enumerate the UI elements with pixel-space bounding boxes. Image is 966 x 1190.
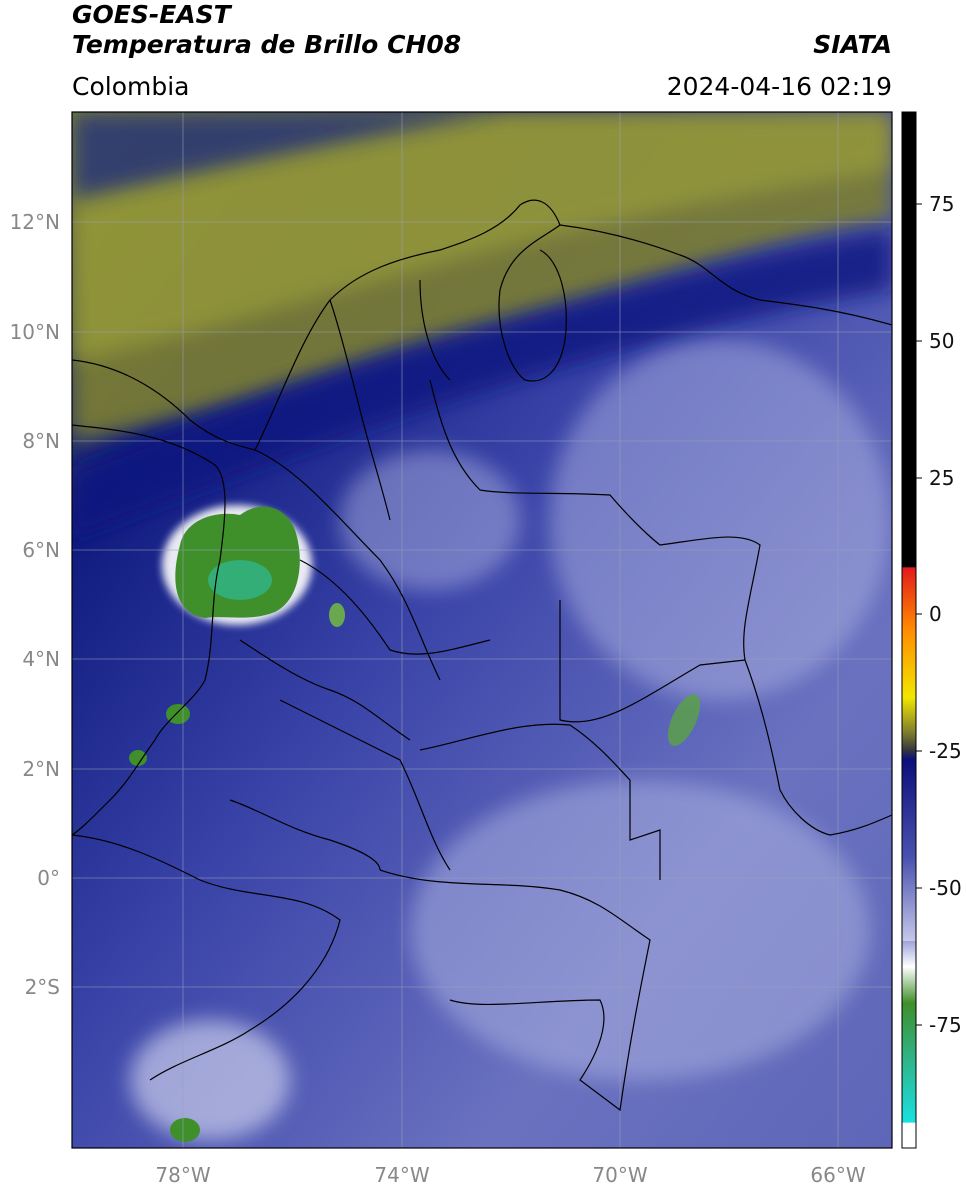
lat-label-0: 0° [37, 866, 60, 890]
moist-area-sw [130, 1020, 290, 1140]
colorbar: 75 50 25 0 -25 -50 -75 [901, 111, 962, 1149]
colorbar-label-m75: -75 [929, 1013, 962, 1037]
moist-band [72, 230, 892, 540]
moist-area-east [550, 340, 890, 700]
convective-cell-orinoquia [667, 694, 701, 746]
convective-cell-south [170, 1118, 200, 1142]
ecuador-border [72, 834, 341, 1081]
department-border-2 [329, 299, 391, 521]
pacific-coast [72, 559, 221, 836]
latitude-labels: 12°N 10°N 8°N 6°N 4°N 2°N 0° 2°S [10, 210, 60, 999]
lat-label-6n: 6°N [22, 538, 60, 562]
longitude-labels: 78°W 74°W 70°W 66°W [155, 1163, 865, 1187]
lat-label-12n: 12°N [10, 210, 60, 234]
satellite-imagery [72, 112, 892, 1148]
department-border-1 [299, 559, 491, 655]
top-dark-strip [72, 112, 500, 200]
lon-label-78w: 78°W [155, 1163, 210, 1187]
colorbar-label-0: 0 [929, 602, 942, 626]
coldest-core [208, 560, 272, 600]
department-border-3 [419, 279, 451, 381]
dry-air-core [72, 112, 892, 360]
timestamp-label: 2024-04-16 02:19 [666, 72, 892, 101]
venezuela-brazil-border [744, 659, 892, 836]
colorbar-label-m50: -50 [929, 876, 962, 900]
lat-label-4n: 4°N [22, 647, 60, 671]
department-border-5 [229, 799, 381, 871]
lat-label-8n: 8°N [22, 429, 60, 453]
colorbar-label-50: 50 [929, 329, 954, 353]
panama-coast-north [72, 359, 256, 451]
product-title: Temperatura de Brillo CH08 [72, 30, 462, 59]
panama-coast-south [72, 424, 226, 561]
convective-cell-coast [129, 750, 147, 766]
venezuela-coast [559, 224, 892, 326]
lat-label-10n: 10°N [10, 320, 60, 344]
lake-maracaibo [498, 224, 567, 382]
region-label: Colombia [72, 72, 190, 101]
borders [72, 199, 892, 1112]
lat-label-2n: 2°N [22, 757, 60, 781]
convective-cell-andes [329, 603, 345, 627]
andes-west-division [254, 449, 441, 681]
colorbar-label-75: 75 [929, 192, 954, 216]
colombia-venezuela-border [429, 379, 761, 661]
satellite-title: GOES-EAST [72, 0, 231, 29]
caribbean-coast [254, 199, 561, 451]
department-border-4 [239, 639, 411, 741]
map-frame [71, 111, 893, 1149]
colorbar-ramp [901, 111, 917, 1149]
vichada-border [559, 600, 746, 723]
central-division [279, 699, 451, 871]
moist-area-center [340, 450, 520, 590]
lon-label-70w: 70°W [592, 1163, 647, 1187]
colorbar-label-m25: -25 [929, 739, 962, 763]
agency-label: SIATA [813, 30, 892, 59]
lat-label-2s: 2°S [25, 975, 60, 999]
guaviare-border [419, 723, 661, 880]
colorbar-label-25: 25 [929, 466, 954, 490]
lon-label-66w: 66°W [810, 1163, 865, 1187]
lon-label-74w: 74°W [374, 1163, 429, 1187]
moist-area-south [410, 780, 870, 1080]
amazonas-border [379, 869, 651, 1112]
